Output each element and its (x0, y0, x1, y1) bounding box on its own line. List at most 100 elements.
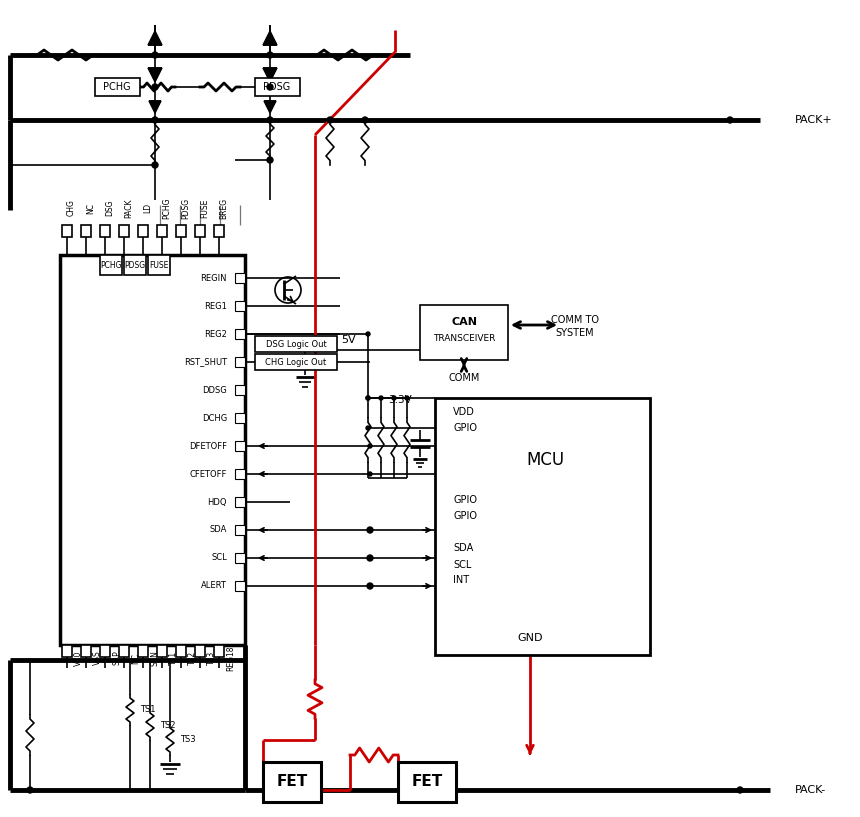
Text: TS1: TS1 (169, 651, 178, 665)
Bar (195, 225, 205, 237)
Circle shape (152, 84, 158, 90)
Text: CHG: CHG (67, 199, 76, 217)
Bar (81, 225, 91, 237)
Circle shape (379, 396, 383, 400)
Bar (235, 553, 245, 563)
Circle shape (368, 472, 372, 476)
Bar (62, 225, 72, 237)
Text: LD: LD (143, 203, 152, 213)
Text: CHG Logic Out: CHG Logic Out (266, 358, 327, 367)
Bar (398, 762, 456, 802)
Text: NC: NC (86, 203, 95, 213)
Bar (263, 762, 321, 802)
Text: GND: GND (517, 633, 543, 643)
Bar (138, 225, 148, 237)
Bar (214, 225, 224, 237)
Circle shape (152, 162, 158, 168)
Text: TS2: TS2 (160, 721, 175, 730)
Text: 3.3V: 3.3V (388, 395, 412, 405)
Bar (95, 78, 140, 96)
Bar (235, 497, 245, 507)
Bar (235, 357, 245, 367)
Bar (100, 255, 122, 275)
Bar (255, 78, 300, 96)
Text: MCU: MCU (526, 451, 564, 469)
Text: CAN: CAN (451, 317, 477, 327)
Bar (235, 525, 245, 535)
Text: DSG Logic Out: DSG Logic Out (266, 340, 327, 349)
Text: SDA: SDA (210, 525, 227, 534)
Bar (235, 329, 245, 339)
Bar (176, 645, 186, 657)
Bar (235, 441, 245, 451)
Circle shape (366, 426, 370, 430)
Circle shape (366, 396, 370, 400)
Text: FUSE: FUSE (200, 199, 209, 217)
Text: SRP: SRP (112, 650, 121, 665)
Text: REG2: REG2 (204, 329, 227, 338)
Text: CFETOFF: CFETOFF (189, 470, 227, 479)
Text: ALERT: ALERT (201, 582, 227, 591)
Circle shape (367, 527, 373, 533)
Bar (235, 273, 245, 283)
Text: PACK: PACK (124, 199, 133, 218)
Bar (157, 645, 167, 657)
Text: COMM TO: COMM TO (551, 315, 599, 325)
Text: SCL: SCL (212, 553, 227, 562)
Text: REGIN: REGIN (200, 274, 227, 283)
Circle shape (392, 396, 396, 400)
Bar (420, 305, 508, 360)
Text: GPIO: GPIO (453, 423, 477, 433)
Text: INT: INT (453, 575, 469, 585)
Text: TS2: TS2 (188, 651, 197, 665)
Bar (235, 301, 245, 311)
Text: PACK+: PACK+ (795, 115, 832, 125)
Circle shape (366, 332, 370, 336)
Circle shape (367, 583, 373, 589)
Bar (100, 225, 110, 237)
Circle shape (366, 396, 370, 400)
Text: FET: FET (276, 775, 308, 789)
Text: GPIO: GPIO (453, 495, 477, 505)
Bar (255, 336, 337, 352)
Bar (214, 645, 224, 657)
Bar (60, 255, 245, 645)
Text: PACK-: PACK- (795, 785, 826, 795)
Text: COMM: COMM (448, 373, 480, 383)
Text: PDSG: PDSG (125, 261, 145, 270)
Text: FET: FET (411, 775, 443, 789)
Circle shape (267, 157, 273, 163)
Bar (235, 469, 245, 479)
Text: PCHG: PCHG (103, 82, 131, 92)
Bar (100, 645, 110, 657)
Text: DSG: DSG (105, 199, 114, 217)
Bar (157, 225, 167, 237)
Circle shape (327, 117, 333, 123)
Circle shape (267, 84, 273, 90)
Text: VC0: VC0 (74, 650, 83, 666)
Bar (124, 255, 146, 275)
Polygon shape (148, 31, 162, 45)
Text: GPIO: GPIO (453, 511, 477, 521)
Circle shape (267, 117, 273, 123)
Text: RST_SHUT: RST_SHUT (184, 358, 227, 367)
Text: VDD: VDD (453, 407, 475, 417)
Text: PDSG: PDSG (181, 198, 190, 219)
Text: TS1: TS1 (140, 706, 156, 715)
Circle shape (727, 117, 733, 123)
Text: TS3: TS3 (207, 651, 216, 665)
Circle shape (27, 787, 33, 793)
Text: PCHG: PCHG (101, 261, 122, 270)
Text: PCHG: PCHG (162, 197, 171, 219)
Text: PDSG: PDSG (263, 82, 291, 92)
Text: SDA: SDA (453, 543, 473, 553)
Text: SCL: SCL (453, 560, 471, 570)
Text: TRANSCEIVER: TRANSCEIVER (433, 333, 495, 342)
Circle shape (368, 444, 372, 448)
Text: DFETOFF: DFETOFF (189, 441, 227, 450)
Text: HDQ: HDQ (207, 498, 227, 507)
Bar (62, 645, 72, 657)
Circle shape (362, 117, 368, 123)
Polygon shape (263, 31, 277, 45)
Bar (235, 581, 245, 591)
